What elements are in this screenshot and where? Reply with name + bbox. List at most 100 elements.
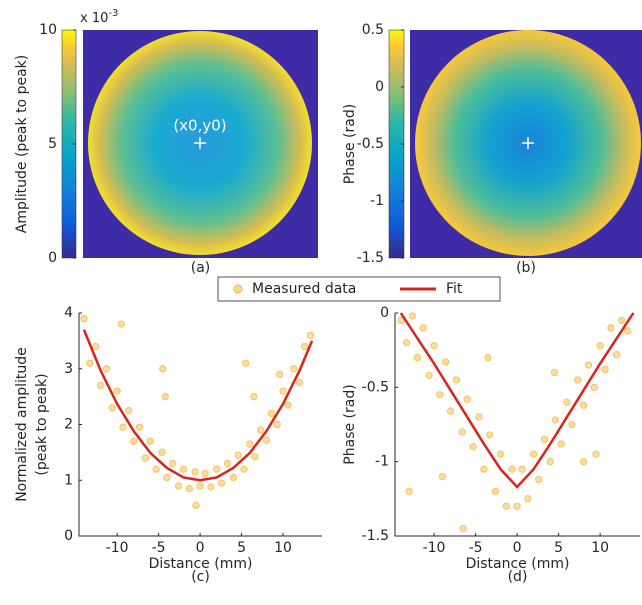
fit-line [399, 312, 635, 489]
data-point [491, 487, 500, 496]
data-point [246, 440, 254, 448]
colorbar-tick-label: -1 [370, 193, 384, 209]
data-point [135, 423, 144, 431]
data-point [458, 428, 466, 436]
data-point [475, 413, 483, 421]
data-point [579, 457, 588, 466]
data-point [496, 450, 505, 458]
legend-marker [233, 284, 243, 294]
y-axis-label: Normalized amplitude [14, 347, 30, 502]
y-tick-label: 1 [64, 472, 73, 488]
data-point [613, 350, 621, 359]
data-point [441, 358, 450, 366]
data-point [540, 435, 549, 444]
data-point [502, 502, 510, 510]
data-point [273, 420, 281, 429]
y-tick-label: -0.5 [362, 379, 389, 395]
data-point [276, 370, 284, 379]
center-marker [194, 137, 206, 149]
data-point [158, 448, 166, 457]
x-tick-label: 5 [237, 540, 246, 556]
x-tick-label: 0 [513, 540, 522, 556]
x-tick-label: -10 [423, 540, 446, 556]
data-point [596, 342, 604, 350]
data-point [485, 431, 494, 439]
data-point [405, 487, 413, 496]
x-tick-label: 10 [591, 540, 609, 556]
x-tick-label: -5 [152, 540, 166, 556]
y-tick-label: 4 [64, 305, 73, 321]
data-point [196, 482, 204, 490]
data-point [108, 404, 116, 412]
data-point [267, 409, 276, 418]
x-tick-label: -10 [106, 540, 129, 556]
colorbar-tick-label: 0 [48, 250, 57, 266]
data-point [469, 443, 477, 451]
data-point [551, 416, 559, 424]
x-tick-label: -5 [469, 540, 483, 556]
data-point [425, 371, 433, 380]
data-point [306, 331, 315, 339]
data-point [163, 473, 171, 482]
data-point [623, 327, 632, 335]
data-point [300, 342, 309, 351]
data-point [102, 365, 111, 373]
legend-label: Fit [446, 281, 463, 297]
fit-line [82, 329, 314, 482]
colorbar-tick-label: -1.5 [357, 250, 384, 266]
x-axis-label: Distance (mm) [149, 556, 253, 572]
data-point [279, 387, 287, 395]
data-point [201, 469, 209, 478]
scale-base: x 10 [80, 11, 108, 26]
y-tick-label: 0 [64, 528, 73, 544]
legend-label: Measured data [252, 281, 356, 297]
data-point [113, 387, 121, 395]
data-point [529, 450, 538, 458]
data-point [212, 465, 221, 473]
data-point [174, 482, 183, 490]
data-point [508, 465, 516, 473]
data-point [234, 451, 242, 459]
data-point [563, 398, 571, 406]
center-marker [522, 137, 534, 149]
legend-box [217, 276, 501, 302]
data-point [518, 465, 526, 473]
data-point [179, 465, 188, 473]
data-point [229, 473, 237, 482]
x-tick-label: 10 [274, 540, 292, 556]
data-point [408, 312, 417, 320]
data-point [251, 453, 259, 461]
colorbar-tick-label: 0.5 [362, 22, 384, 38]
data-point [534, 475, 543, 484]
data-point [240, 465, 248, 473]
x-tick-label: 5 [554, 540, 563, 556]
data-point [117, 320, 125, 328]
x-tick-label: 0 [196, 540, 205, 556]
data-point [513, 502, 521, 510]
caption: (b) [516, 260, 536, 276]
data-point [550, 368, 559, 377]
data-point [446, 407, 455, 415]
data-point [568, 420, 576, 429]
data-point [290, 365, 298, 373]
scale-label: x 10-3 [80, 8, 118, 26]
data-point [256, 426, 265, 434]
data-point [241, 359, 250, 367]
data-point [601, 365, 609, 374]
colorbar-label: Phase (rad) [342, 104, 358, 184]
data-point [524, 495, 532, 503]
data-point [152, 465, 160, 473]
data-point [438, 472, 447, 481]
data-point [185, 484, 194, 493]
caption: (c) [191, 569, 210, 585]
data-point [192, 501, 200, 510]
data-point [397, 316, 405, 325]
data-point [402, 339, 411, 347]
data-point [141, 454, 150, 462]
data-point [217, 479, 226, 487]
y-tick-label: 2 [64, 417, 73, 433]
caption: (a) [191, 260, 211, 276]
data-point [419, 324, 427, 332]
y-axis-label: (peak to peak) [34, 373, 50, 475]
